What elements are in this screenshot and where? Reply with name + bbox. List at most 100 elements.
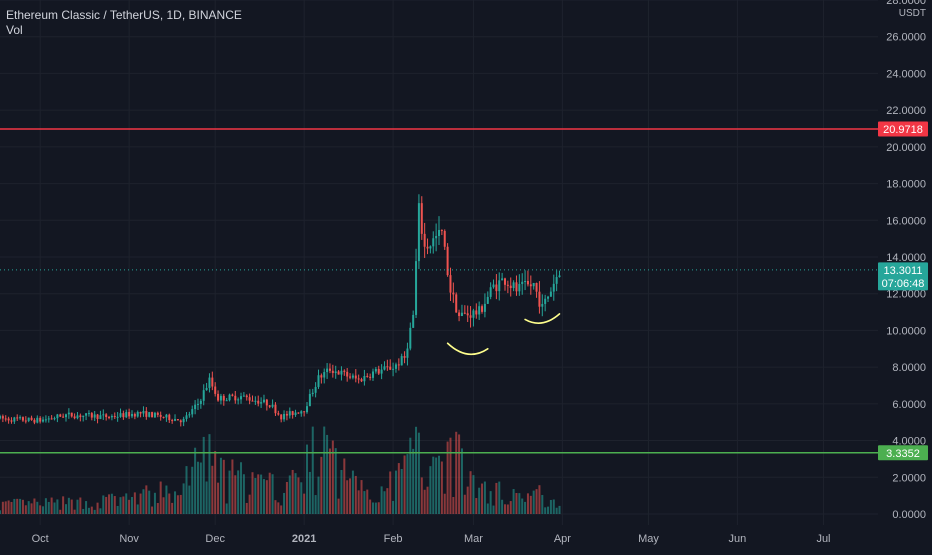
annotations xyxy=(446,313,561,356)
candle-body xyxy=(251,400,254,402)
volume-bar xyxy=(13,498,16,514)
candle-body xyxy=(70,412,73,417)
volume-bar xyxy=(291,469,294,514)
candle-body xyxy=(377,368,380,374)
volume-bar xyxy=(222,459,225,514)
candle-body xyxy=(552,283,555,292)
candle-body xyxy=(437,230,441,236)
candle-body xyxy=(119,413,122,417)
volume-bar xyxy=(188,485,191,514)
candle-body xyxy=(196,403,199,405)
candle-body xyxy=(555,277,558,284)
candle-body xyxy=(102,414,105,416)
candle-body xyxy=(334,371,337,373)
volume-bar xyxy=(87,507,90,514)
volume-bar xyxy=(179,494,182,514)
candle-body xyxy=(518,284,521,292)
candle-body xyxy=(320,375,323,378)
volume-bar xyxy=(82,508,85,514)
volume-bar xyxy=(93,509,96,514)
candle-body xyxy=(148,412,151,417)
volume-bar xyxy=(380,486,383,514)
volume-bar xyxy=(317,476,320,514)
volume-bar xyxy=(340,469,343,514)
grid xyxy=(0,0,878,525)
volume-bar xyxy=(529,495,532,514)
volume-bar xyxy=(185,466,188,514)
volume-bar xyxy=(394,470,397,514)
volume-bar xyxy=(73,509,76,514)
price-tick-label: 12.0000 xyxy=(886,289,926,301)
price-tick-label: 6.0000 xyxy=(892,399,926,411)
volume-bar xyxy=(148,490,151,514)
volume-bar xyxy=(521,498,524,514)
candle-body xyxy=(194,404,197,410)
candle-body xyxy=(47,418,50,420)
candle-body xyxy=(0,416,2,419)
candle-body xyxy=(171,420,174,422)
candle-body xyxy=(67,412,70,415)
candle-body xyxy=(87,413,90,415)
time-tick-label: Nov xyxy=(119,533,139,545)
volume-bar xyxy=(162,497,165,514)
volume-bar xyxy=(437,455,441,514)
candle-body xyxy=(526,281,529,285)
chart-legend: Ethereum Classic / TetherUS, 1D, BINANCE… xyxy=(6,8,242,37)
candle-body xyxy=(125,412,128,418)
candle-body xyxy=(400,356,403,366)
candle-body xyxy=(435,235,438,239)
price-tick-label: 24.0000 xyxy=(886,68,926,80)
volume-bar xyxy=(4,501,7,514)
volume-bar xyxy=(274,500,277,514)
candle-body xyxy=(314,386,317,393)
volume-bar xyxy=(469,471,472,514)
resistance-price-badge-text: 20.9718 xyxy=(883,124,923,136)
candle-body xyxy=(300,411,303,414)
candle-body xyxy=(532,282,535,287)
volume-bar xyxy=(156,503,159,514)
candle-body xyxy=(105,414,108,418)
candle-body xyxy=(328,368,331,371)
volume-bar xyxy=(455,431,458,514)
volume-bar xyxy=(386,488,389,514)
candle-body xyxy=(363,375,366,382)
volume-bar xyxy=(512,489,515,514)
candle-body xyxy=(403,356,406,358)
volume-bar xyxy=(303,493,306,514)
candle-body xyxy=(19,417,22,419)
volume-bar xyxy=(182,483,185,514)
volume-bar xyxy=(110,493,113,514)
candle-body xyxy=(357,378,360,380)
candle-body xyxy=(417,203,420,262)
candle-body xyxy=(191,409,194,415)
candle-body xyxy=(30,417,33,420)
candle-body xyxy=(351,375,354,378)
volume-bar xyxy=(159,481,162,514)
volume-bar xyxy=(254,477,257,514)
volume-bar xyxy=(314,495,317,514)
candle-body xyxy=(521,281,524,285)
volume-bar xyxy=(392,500,395,514)
candle-body xyxy=(326,368,329,373)
volume-bar xyxy=(406,454,409,514)
candle-body xyxy=(483,303,486,312)
candle-body xyxy=(79,415,82,418)
volume-bar xyxy=(122,496,125,514)
volume-bar xyxy=(79,497,82,514)
volume-bar xyxy=(24,505,27,514)
volume-bar xyxy=(42,506,45,514)
candle-body xyxy=(429,246,432,249)
candle-body xyxy=(165,414,168,418)
candle-body xyxy=(199,400,202,404)
currency-label: USDT xyxy=(899,8,926,19)
candle-body xyxy=(73,416,76,419)
candle-body xyxy=(481,306,484,312)
candle-body xyxy=(380,369,383,374)
candle-body xyxy=(222,395,225,401)
volume-bar xyxy=(506,504,509,514)
volume-bar xyxy=(202,436,205,514)
volume-bar xyxy=(262,479,265,514)
